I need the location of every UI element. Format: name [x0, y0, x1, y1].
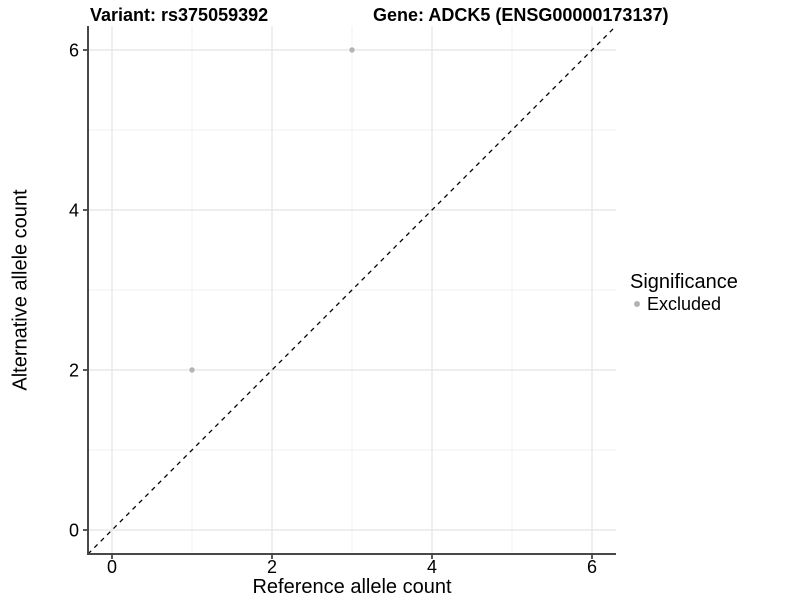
x-tick-label: 6: [587, 557, 597, 577]
legend-title: Significance: [630, 271, 738, 293]
identity-reference-line: [87, 25, 617, 555]
y-axis-title: Alternative allele count: [9, 189, 32, 391]
legend-key-dot-icon: [634, 301, 640, 307]
plot-title-gene: Gene: ADCK5 (ENSG00000173137): [373, 5, 669, 25]
data-point: [349, 47, 355, 53]
y-tick-label: 0: [69, 521, 79, 541]
x-tick-label: 4: [427, 557, 437, 577]
legend-item-label: Excluded: [647, 294, 722, 314]
x-tick-label: 0: [107, 557, 117, 577]
y-tick-label: 2: [69, 361, 79, 381]
legend: Significance Excluded: [630, 271, 738, 314]
data-point: [189, 367, 195, 373]
y-tick-label: 4: [69, 201, 79, 221]
x-tick-label: 2: [267, 557, 277, 577]
legend-item: Excluded: [630, 294, 738, 314]
y-tick-label: 6: [69, 41, 79, 61]
plot-title-variant: Variant: rs375059392: [90, 5, 269, 25]
x-axis-title: Reference allele count: [252, 576, 452, 598]
